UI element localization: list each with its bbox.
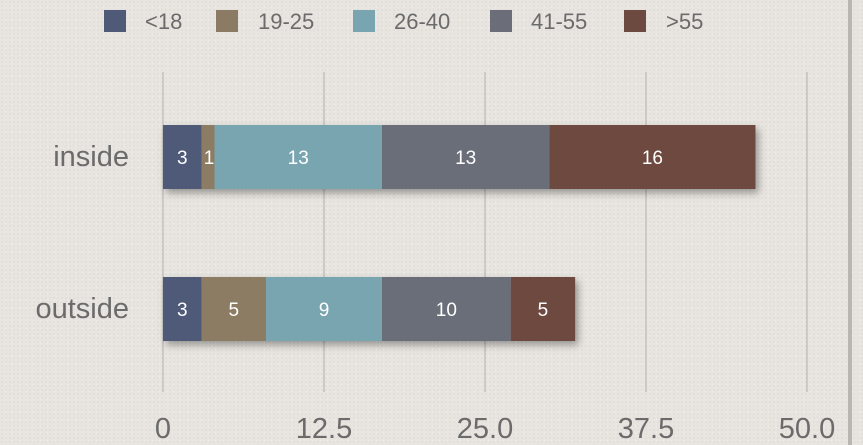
category-label: inside <box>53 141 129 173</box>
bar-segment <box>201 277 267 341</box>
bar-group <box>163 125 756 189</box>
data-label: 10 <box>436 300 457 321</box>
legend-label: >55 <box>666 9 703 34</box>
bar-segment <box>214 125 382 189</box>
legend: <18 19-25 26-40 41-55 >55 <box>104 9 703 34</box>
data-label: 13 <box>288 148 309 169</box>
data-label: 13 <box>455 148 476 169</box>
data-label: 9 <box>319 300 330 321</box>
bar-segment <box>381 125 550 189</box>
data-label: 3 <box>177 300 188 321</box>
x-tick-label: 12.5 <box>296 413 352 445</box>
bar-segment <box>266 277 382 341</box>
bar-segment <box>510 277 576 341</box>
data-label: 1 <box>204 148 215 169</box>
data-label: 16 <box>642 148 663 169</box>
legend-label: 19-25 <box>258 9 314 34</box>
grid <box>162 72 808 392</box>
x-tick-label: 37.5 <box>618 413 674 445</box>
legend-swatch <box>624 10 646 32</box>
legend-swatch <box>490 10 512 32</box>
x-axis: 0 12.5 25.0 37.5 50.0 <box>155 413 835 445</box>
legend-label: <18 <box>145 9 182 34</box>
legend-swatch <box>104 10 126 32</box>
chart-frame-edge <box>848 0 852 445</box>
category-label: outside <box>35 293 129 325</box>
bar-segment <box>381 277 511 341</box>
bar-segment <box>549 125 756 189</box>
x-tick-label: 25.0 <box>457 413 513 445</box>
legend-label: 41-55 <box>531 9 587 34</box>
data-label: 3 <box>177 148 188 169</box>
bar-segment <box>163 125 202 189</box>
data-label: 5 <box>538 300 549 321</box>
legend-swatch <box>353 10 375 32</box>
bar-segment <box>163 277 202 341</box>
x-tick-label: 50.0 <box>779 413 835 445</box>
x-tick-label: 0 <box>155 413 171 445</box>
bar-group <box>163 277 576 341</box>
legend-label: 26-40 <box>394 9 450 34</box>
data-label: 5 <box>229 300 240 321</box>
bar-segment <box>201 125 215 189</box>
legend-swatch <box>216 10 238 32</box>
